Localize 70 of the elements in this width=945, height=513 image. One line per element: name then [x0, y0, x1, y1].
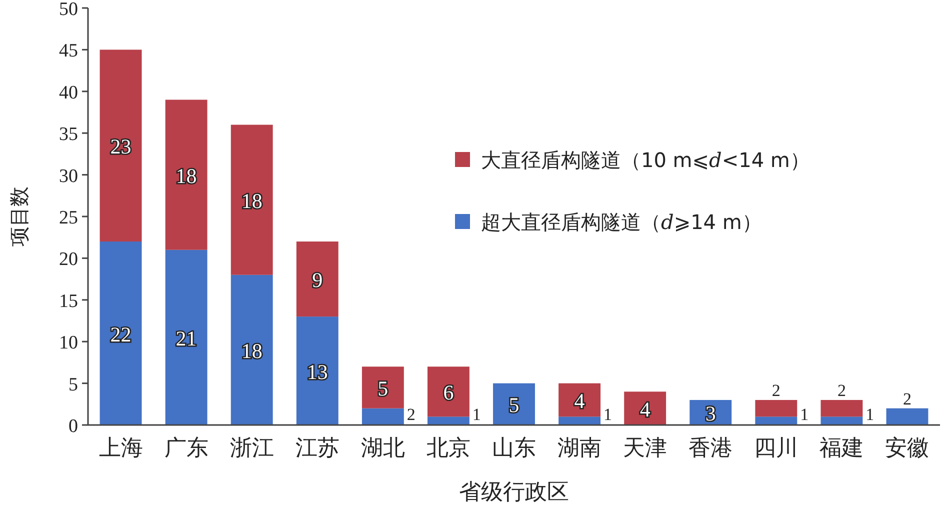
x-tick-label: 山东 [492, 436, 536, 461]
bar [755, 400, 798, 417]
bar [493, 383, 535, 425]
bar [820, 416, 863, 425]
x-tick-label: 北京 [426, 436, 470, 461]
data-label: 18 [241, 188, 262, 213]
bar [165, 100, 208, 250]
x-tick-label: 福建 [820, 436, 864, 461]
bar [296, 316, 338, 425]
x-tick-label: 上海 [98, 436, 143, 461]
data-label: 5 [508, 393, 520, 418]
bar [362, 408, 404, 425]
legend-label: 超大直径盾构隧道（d⩾14 m） [481, 210, 762, 234]
y-tick-label: 0 [68, 416, 78, 437]
x-tick-label: 湖北 [360, 436, 405, 461]
data-label: 1 [604, 405, 612, 424]
x-tick-label: 江苏 [295, 436, 340, 461]
data-label: 2 [406, 405, 416, 424]
data-label: 2 [837, 380, 846, 400]
data-label: 21 [176, 326, 197, 350]
x-tick-label: 湖南 [558, 436, 602, 461]
legend-label: 大直径盾构隧道（10 m⩽d<14 m） [481, 148, 810, 172]
y-tick-label: 30 [59, 166, 78, 187]
bar [624, 392, 666, 425]
bar [100, 50, 142, 242]
data-label: 18 [241, 338, 262, 363]
bar [427, 416, 470, 425]
y-tick-label: 25 [59, 208, 78, 228]
bar [755, 416, 798, 425]
data-label: 5 [378, 376, 388, 400]
data-label: 18 [176, 164, 197, 188]
data-label: 2 [772, 380, 780, 400]
data-label: 9 [312, 268, 323, 292]
data-label: 13 [306, 360, 328, 384]
x-tick-label: 安徽 [885, 436, 930, 461]
y-tick-label: 15 [59, 290, 78, 312]
data-label: 23 [110, 134, 132, 159]
x-axis-title: 省级行政区 [459, 480, 569, 505]
x-tick-label: 天津 [623, 436, 668, 461]
bar [362, 366, 404, 408]
data-label: 4 [640, 397, 651, 422]
y-tick-label: 50 [59, 0, 78, 20]
x-tick-label: 香港 [688, 436, 733, 461]
data-label: 2 [902, 389, 912, 408]
y-axis-title: 项目数 [7, 186, 31, 246]
bar [558, 416, 601, 425]
data-label: 3 [705, 401, 716, 426]
x-tick-label: 四川 [754, 436, 798, 461]
data-label: 22 [110, 322, 132, 346]
bar [165, 250, 208, 425]
bar [230, 124, 273, 275]
data-label: 1 [866, 405, 874, 424]
bar [886, 408, 928, 425]
y-tick-label: 10 [59, 332, 78, 354]
data-label: 6 [443, 380, 454, 405]
y-tick-label: 35 [59, 124, 78, 146]
data-label: 1 [472, 405, 481, 424]
x-tick-label: 浙江 [230, 436, 274, 461]
bar [230, 274, 273, 425]
x-tick-label: 广东 [164, 436, 208, 461]
data-label: 1 [800, 405, 809, 424]
bar [296, 242, 338, 317]
y-tick-label: 20 [59, 249, 78, 270]
data-label: 4 [574, 388, 586, 413]
y-tick-label: 5 [68, 374, 78, 396]
y-tick-label: 40 [59, 82, 78, 104]
bar [820, 400, 863, 417]
bar [427, 366, 470, 417]
bar [100, 242, 142, 425]
y-tick-label: 45 [59, 40, 78, 62]
